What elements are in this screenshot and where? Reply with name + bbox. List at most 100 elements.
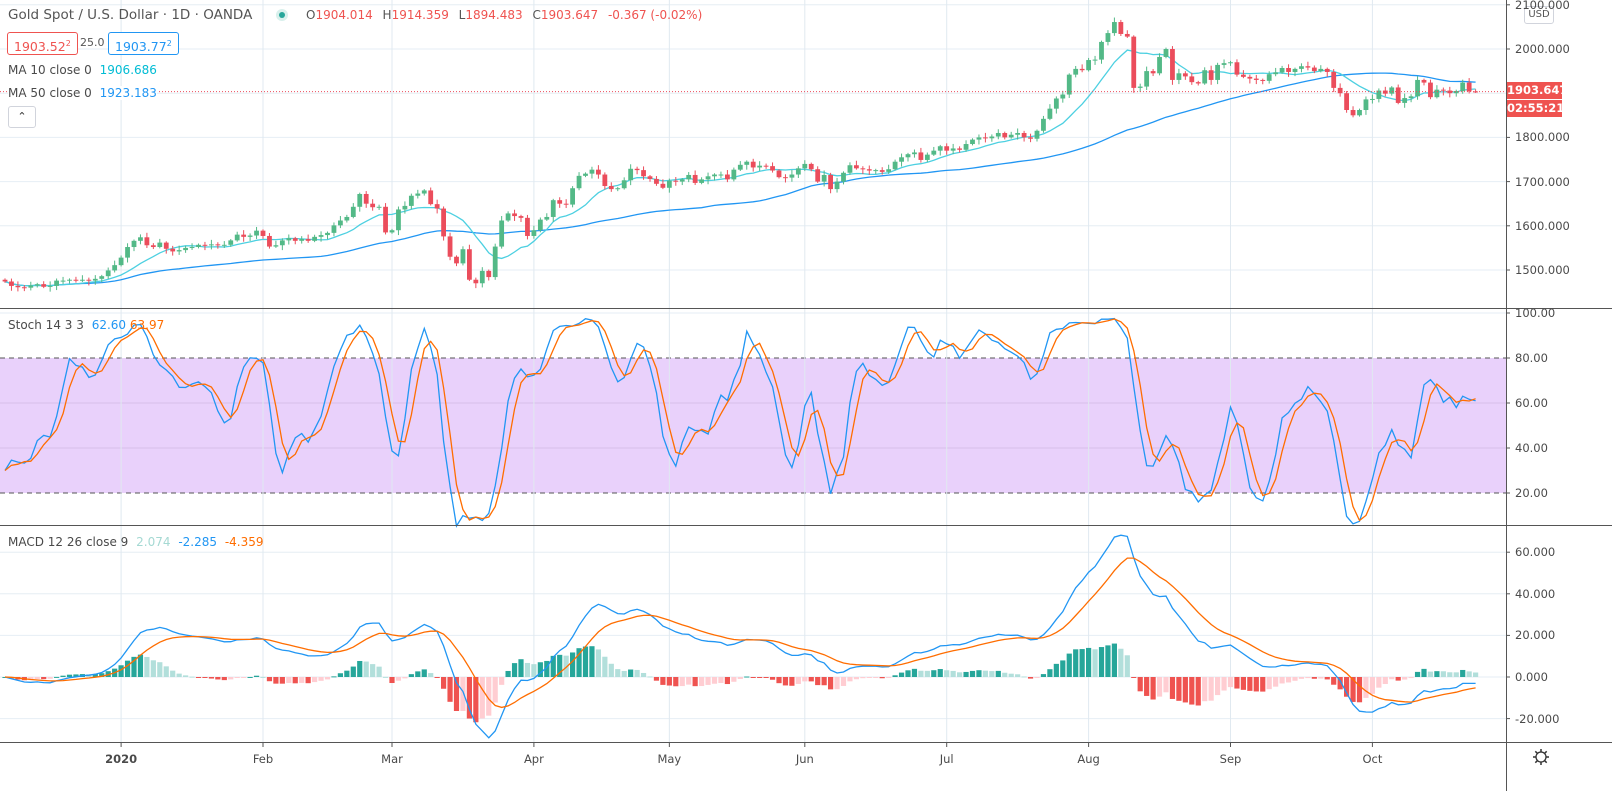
- candle: [763, 163, 769, 169]
- stoch-axis-label: 20.00: [1515, 486, 1548, 500]
- close-value: 1903.647: [540, 8, 599, 22]
- macd-histogram-bar: [202, 677, 208, 679]
- macd-histogram-bar: [337, 673, 343, 677]
- candle-body: [608, 186, 614, 190]
- macd-histogram-bar: [634, 669, 640, 677]
- candle-body: [1215, 64, 1220, 80]
- macd-histogram-bar: [47, 677, 53, 679]
- macd-histogram-bar: [183, 675, 189, 677]
- candle: [1473, 89, 1478, 93]
- buy-button[interactable]: 1903.772: [108, 32, 179, 55]
- macd-histogram-bar: [995, 670, 1001, 677]
- stoch-legend[interactable]: Stoch 14 3 3 62.60 63.97: [8, 318, 164, 332]
- candle-body: [1144, 71, 1150, 87]
- candle: [789, 170, 795, 182]
- sell-button[interactable]: 1903.522: [7, 32, 78, 55]
- stoch-axis-label: 40.00: [1515, 441, 1548, 455]
- candle-body: [615, 188, 621, 190]
- candle-body: [318, 235, 324, 237]
- macd-axis-label: 20.000: [1515, 628, 1556, 643]
- candle-body: [770, 166, 775, 171]
- candle: [1015, 128, 1021, 140]
- candle: [860, 166, 866, 175]
- time-axis-label: Aug: [1077, 752, 1100, 766]
- candle: [118, 255, 124, 267]
- macd-legend[interactable]: MACD 12 26 close 9 2.074 -2.285 -4.359: [8, 535, 264, 549]
- candle-body: [550, 200, 556, 217]
- ma10-legend[interactable]: MA 10 close 0 1906.686: [8, 63, 157, 77]
- macd-histogram-bar: [518, 659, 524, 677]
- macd-histogram-bar: [769, 677, 776, 680]
- collapse-legend-button[interactable]: ⌃: [8, 106, 36, 128]
- candle: [802, 160, 808, 172]
- candle: [570, 186, 575, 208]
- symbol-title[interactable]: Gold Spot / U.S. Dollar · 1D · OANDA: [8, 7, 253, 23]
- macd-histogram-bar: [1092, 649, 1098, 677]
- candle: [866, 165, 872, 175]
- candle: [1292, 67, 1298, 77]
- candle-body: [299, 239, 305, 241]
- candle-body: [544, 216, 550, 220]
- candle: [1357, 108, 1362, 117]
- macd-histogram-bar: [234, 677, 240, 678]
- macd-histogram-bar: [1363, 677, 1369, 698]
- candle-body: [841, 172, 846, 182]
- candle: [537, 217, 543, 233]
- candle-body: [1202, 70, 1208, 84]
- candle: [783, 174, 788, 183]
- candle-body: [15, 285, 21, 288]
- macd-histogram-bar: [1234, 677, 1240, 689]
- candle-body: [1357, 109, 1362, 116]
- candle-body: [1311, 67, 1317, 72]
- candle: [21, 285, 27, 292]
- time-axis-label: Apr: [523, 752, 544, 766]
- macd-histogram-bar: [950, 670, 956, 677]
- macd-histogram-bar: [640, 672, 647, 677]
- candle: [318, 231, 324, 242]
- candle: [473, 277, 479, 289]
- candle: [1150, 68, 1156, 77]
- candle: [615, 186, 621, 192]
- candle-body: [325, 232, 330, 236]
- candle-body: [712, 174, 717, 177]
- candle-body: [1434, 89, 1440, 98]
- candle-body: [1234, 62, 1240, 75]
- candle: [1202, 67, 1208, 85]
- macd-histogram-bar: [350, 666, 356, 677]
- candle: [325, 231, 330, 240]
- candle-body: [421, 190, 427, 194]
- candle: [1163, 47, 1169, 59]
- candle-body: [1105, 33, 1111, 42]
- candle: [47, 281, 53, 292]
- candle-body: [705, 176, 711, 180]
- macd-histogram-bar: [292, 677, 298, 684]
- macd-histogram-bar: [653, 677, 660, 681]
- candle-body: [976, 137, 982, 140]
- candle: [1073, 65, 1079, 78]
- candle: [512, 209, 517, 221]
- macd-histogram-bar: [486, 677, 492, 716]
- candle-body: [267, 235, 272, 247]
- candle: [15, 281, 21, 292]
- macd-histogram-bar: [789, 677, 795, 686]
- macd-histogram-bar: [324, 677, 331, 680]
- candle-body: [467, 249, 472, 280]
- ma50-legend[interactable]: MA 50 close 0 1923.183: [8, 86, 157, 100]
- macd-histogram-bar: [711, 677, 718, 684]
- candle-body: [1408, 96, 1414, 99]
- macd-histogram-bar: [511, 663, 518, 677]
- macd-histogram-bar: [666, 677, 672, 686]
- macd-histogram-bar: [1150, 677, 1156, 700]
- candle: [608, 182, 614, 192]
- currency-button[interactable]: USD: [1524, 6, 1554, 24]
- macd-histogram-bar: [834, 677, 840, 690]
- macd-histogram-bar: [1021, 676, 1027, 678]
- gear-icon[interactable]: [1532, 748, 1550, 766]
- candle: [299, 236, 305, 244]
- candle: [815, 166, 821, 183]
- candle: [757, 161, 763, 171]
- time-axis-label: 2020: [105, 752, 138, 766]
- candle: [492, 243, 498, 280]
- candle-body: [221, 244, 227, 246]
